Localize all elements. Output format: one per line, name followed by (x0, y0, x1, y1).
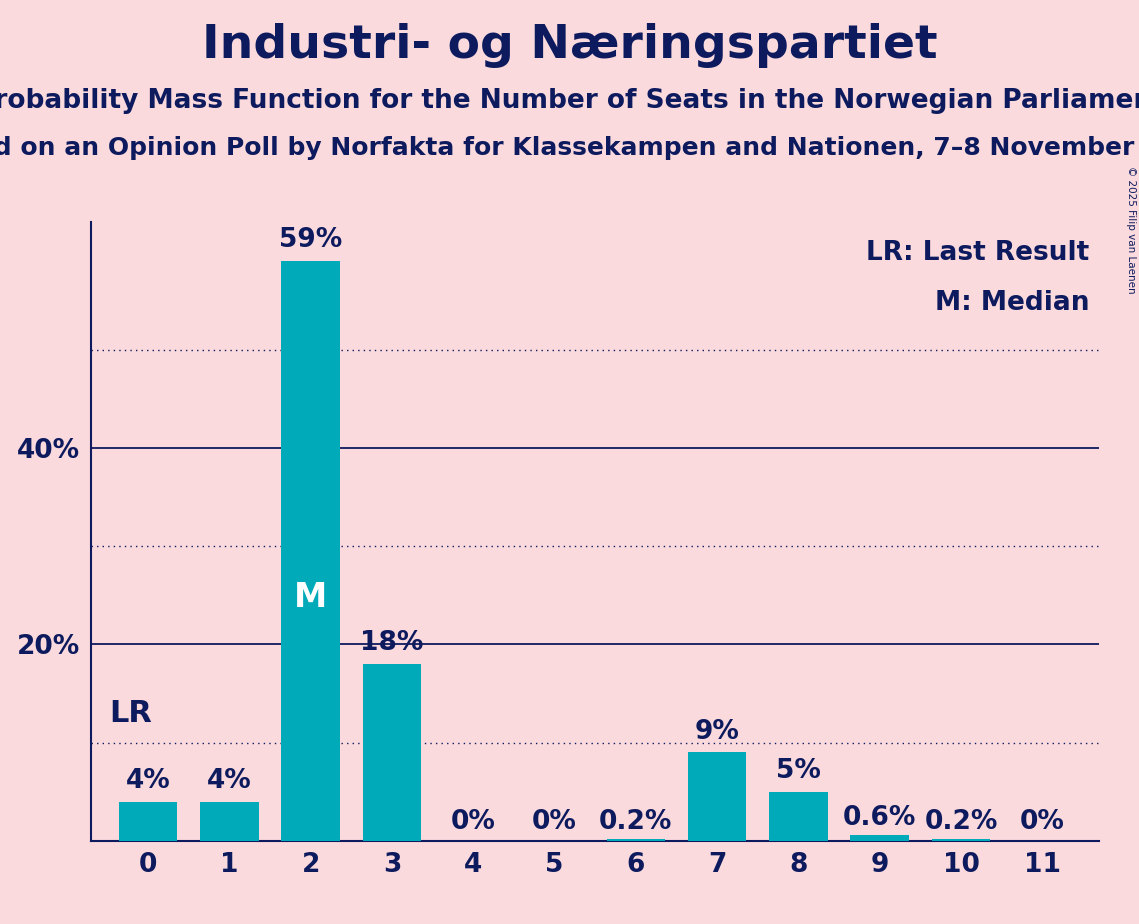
Text: 4%: 4% (125, 768, 171, 794)
Text: 5%: 5% (776, 758, 821, 784)
Text: © 2025 Filip van Laenen: © 2025 Filip van Laenen (1126, 166, 1136, 294)
Text: M: M (294, 581, 327, 614)
Bar (118, 801, 178, 841)
Bar (932, 839, 990, 841)
Text: 18%: 18% (360, 630, 424, 656)
Text: 0%: 0% (1019, 808, 1065, 835)
Text: 0.2%: 0.2% (924, 808, 998, 835)
Text: 0%: 0% (451, 808, 495, 835)
Bar (200, 801, 259, 841)
Text: 0.6%: 0.6% (843, 805, 917, 831)
Text: 0%: 0% (532, 808, 577, 835)
Text: LR: Last Result: LR: Last Result (866, 240, 1089, 266)
Text: Based on an Opinion Poll by Norfakta for Klassekampen and Nationen, 7–8 November: Based on an Opinion Poll by Norfakta for… (0, 136, 1139, 160)
Bar (362, 664, 421, 841)
Text: M: Median: M: Median (935, 290, 1089, 316)
Bar (851, 835, 909, 841)
Text: Probability Mass Function for the Number of Seats in the Norwegian Parliament: Probability Mass Function for the Number… (0, 88, 1139, 114)
Bar (606, 839, 665, 841)
Bar (688, 752, 746, 841)
Text: LR: LR (109, 699, 151, 728)
Text: 9%: 9% (695, 719, 739, 745)
Text: Industri- og Næringspartiet: Industri- og Næringspartiet (202, 23, 937, 68)
Text: 0.2%: 0.2% (599, 808, 672, 835)
Bar (281, 261, 339, 841)
Text: 4%: 4% (207, 768, 252, 794)
Text: 59%: 59% (279, 227, 342, 253)
Bar (769, 792, 828, 841)
